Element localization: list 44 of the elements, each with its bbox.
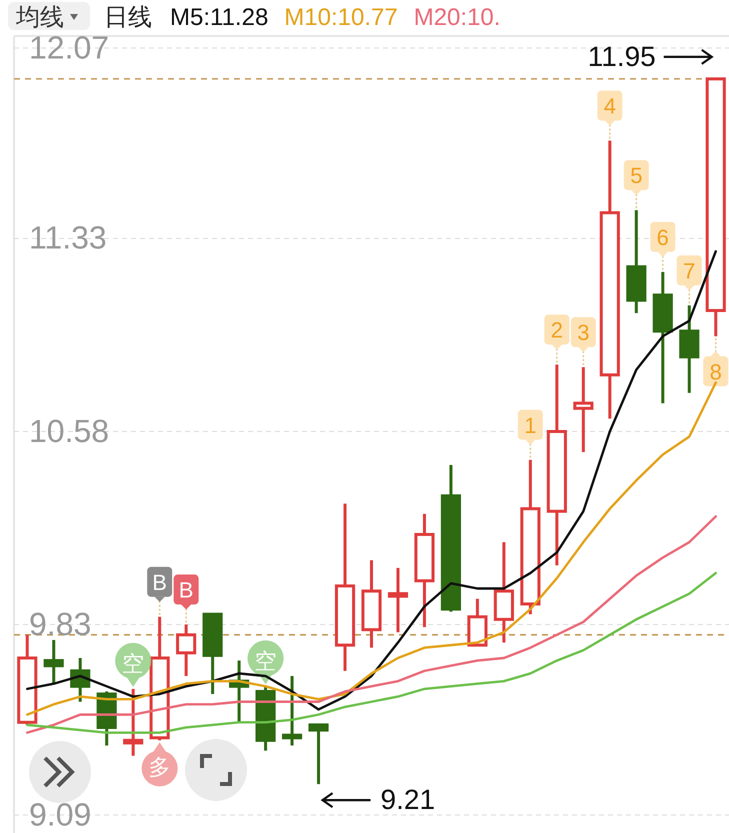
annotation: B	[152, 570, 167, 595]
y-tick-label: 10.58	[29, 412, 110, 449]
annotation: 8	[710, 359, 722, 384]
candlestick	[520, 460, 540, 614]
annotation: 6	[656, 224, 669, 250]
annotation: 空	[254, 648, 277, 674]
annotation: 5	[630, 163, 642, 188]
y-tick-label: 11.33	[29, 220, 107, 256]
annotation: 2	[550, 318, 563, 343]
annotation: 1	[524, 412, 537, 438]
y-tick-label: 9.09	[29, 796, 92, 832]
candlestick	[361, 560, 382, 648]
text: M5:11.28	[170, 4, 268, 31]
candlestick	[679, 305, 700, 393]
annotation: 空	[122, 650, 144, 676]
candlestick	[626, 210, 646, 314]
candlestick	[334, 504, 356, 671]
candlestick	[176, 624, 196, 676]
text: 日线	[104, 4, 152, 31]
annotation: B	[178, 578, 194, 603]
annotation: 4	[604, 94, 616, 119]
bubble: 多	[142, 742, 178, 786]
annotation: 11.95	[588, 40, 656, 72]
candlestick	[388, 568, 408, 632]
candlestick	[494, 542, 514, 643]
bubble: 空	[248, 640, 284, 684]
dropdown-button: 均线	[8, 2, 90, 31]
candlestick	[546, 364, 567, 566]
candlestick	[44, 640, 64, 684]
annotation: 多	[148, 754, 171, 780]
line-series	[26, 572, 717, 734]
bubble: 空	[115, 642, 152, 687]
annotation: 7	[683, 258, 696, 284]
line-series	[26, 515, 717, 734]
candlestick	[573, 367, 594, 452]
candlestick	[414, 514, 435, 628]
y-tick-label: 9.83	[29, 606, 92, 642]
text: M10:10.77	[284, 4, 398, 31]
candlestick	[652, 272, 673, 404]
annotation: 9.21	[380, 784, 436, 816]
y-tick-label: 12.07	[29, 29, 110, 66]
text: M20:10.	[414, 4, 500, 31]
candlestick	[600, 140, 620, 419]
annotation: 3	[577, 320, 590, 346]
